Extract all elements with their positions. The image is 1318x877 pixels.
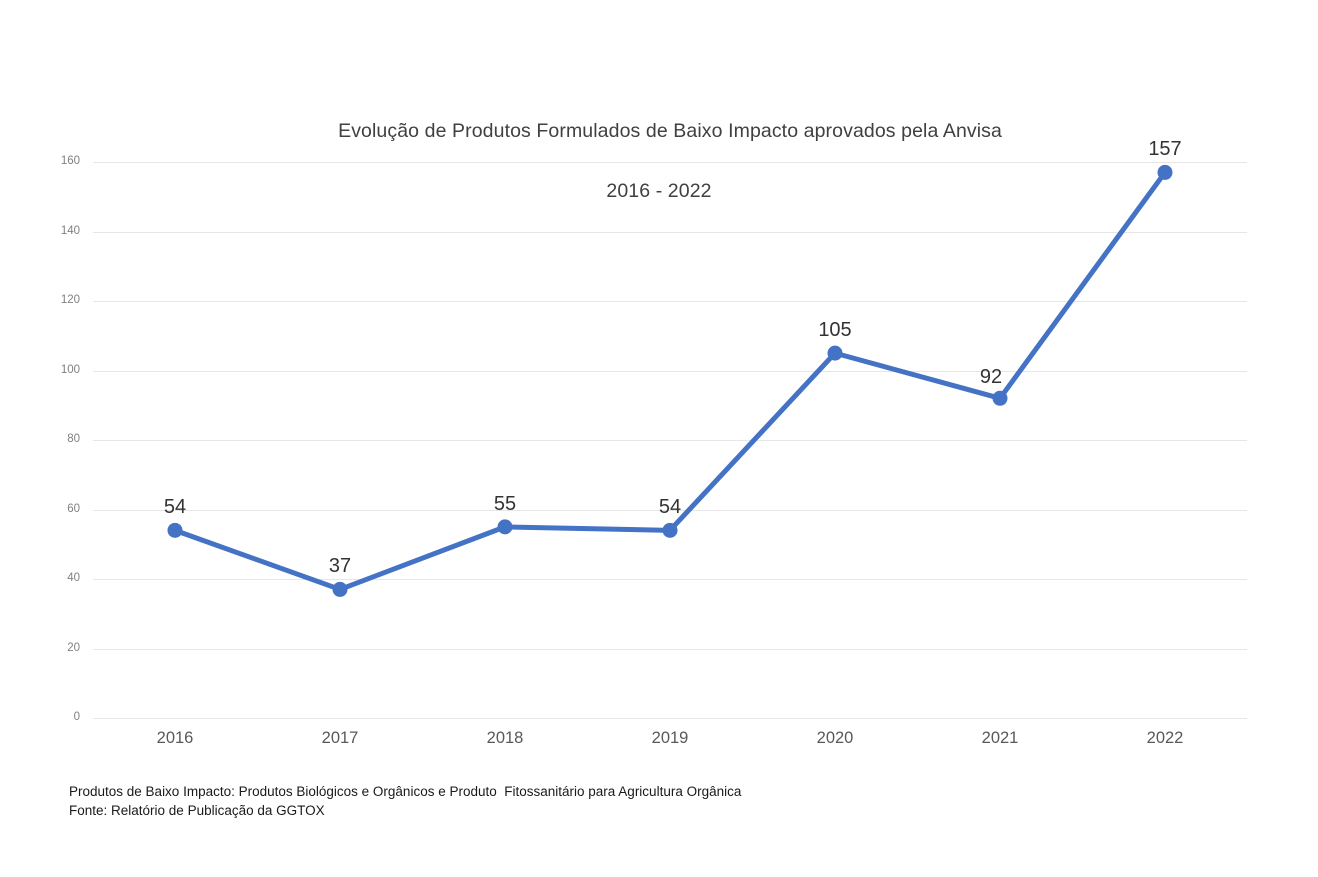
footnote-source: Fonte: Relatório de Publicação da GGTOX <box>69 803 325 818</box>
data-value-label: 55 <box>493 492 517 515</box>
gridline <box>93 370 1247 372</box>
data-value-label: 54 <box>163 496 187 519</box>
x-axis-tick-label: 2020 <box>816 729 854 747</box>
data-value-label: 54 <box>658 496 682 519</box>
y-axis-tick-label: 80 <box>67 433 80 445</box>
data-value-label: 92 <box>979 366 1003 389</box>
x-axis-tick-label: 2021 <box>981 729 1019 747</box>
data-value-label: 105 <box>818 319 852 342</box>
y-axis-tick-label: 0 <box>73 711 80 723</box>
gridline <box>93 440 1247 441</box>
footnote-definition: Produtos de Baixo Impacto: Produtos Biol… <box>69 784 742 799</box>
x-axis-tick-label: 2018 <box>486 729 524 747</box>
y-axis-tick-label: 40 <box>67 572 80 584</box>
data-value-label: 37 <box>328 555 352 578</box>
y-axis-tick-label: 140 <box>60 224 80 237</box>
x-axis-tick-label: 2022 <box>1146 729 1184 747</box>
footnotes: Produtos de Baixo Impacto: Produtos Biol… <box>69 782 1169 820</box>
x-axis-tick-label: 2016 <box>156 729 194 747</box>
y-axis-tick-label: 20 <box>67 641 80 654</box>
plot-area <box>93 162 1247 719</box>
gridline <box>93 648 1247 650</box>
y-axis-tick-label: 160 <box>60 155 80 167</box>
gridline <box>93 301 1247 302</box>
x-axis-tick-label: 2017 <box>321 729 359 747</box>
data-value-label: 157 <box>1148 138 1182 161</box>
gridline <box>93 231 1247 233</box>
gridline <box>93 579 1247 580</box>
y-axis-tick-label: 100 <box>60 363 80 376</box>
chart-title: Evolução de Produtos Formulados de Baixo… <box>338 120 1002 142</box>
x-axis-tick-label: 2019 <box>651 729 689 747</box>
gridline <box>93 718 1247 719</box>
gridline <box>93 162 1247 163</box>
y-axis-tick-label: 60 <box>67 502 80 515</box>
y-axis-tick-label: 120 <box>60 294 80 306</box>
